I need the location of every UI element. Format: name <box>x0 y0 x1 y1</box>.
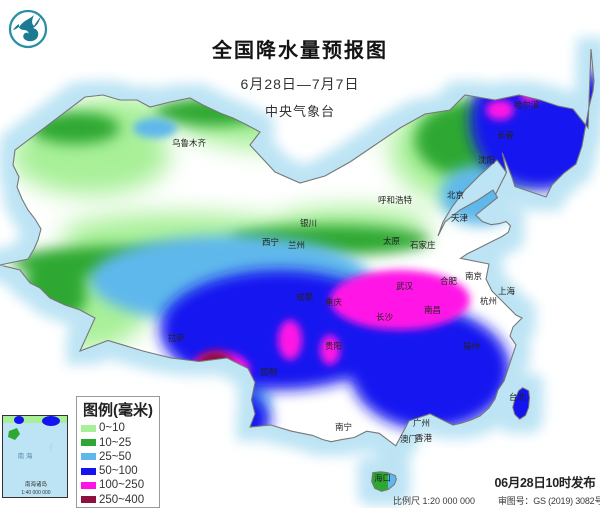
svg-text:广州: 广州 <box>413 418 430 428</box>
svg-text:武汉: 武汉 <box>396 281 414 291</box>
svg-text:澳门: 澳门 <box>400 434 417 444</box>
svg-text:上海: 上海 <box>498 286 516 296</box>
svg-text:成都: 成都 <box>296 292 314 302</box>
svg-text:西宁: 西宁 <box>262 237 279 247</box>
svg-text:昆明: 昆明 <box>260 367 277 377</box>
svg-text:南昌: 南昌 <box>424 305 441 315</box>
svg-text:重庆: 重庆 <box>325 297 343 307</box>
svg-text:福州: 福州 <box>463 341 480 351</box>
svg-text:沈阳: 沈阳 <box>478 155 495 165</box>
svg-text:乌鲁木齐: 乌鲁木齐 <box>172 138 207 148</box>
svg-text:银川: 银川 <box>300 218 317 228</box>
svg-text:呼和浩特: 呼和浩特 <box>378 195 413 205</box>
svg-text:北京: 北京 <box>447 190 464 200</box>
svg-text:贵阳: 贵阳 <box>325 341 342 351</box>
svg-text:兰州: 兰州 <box>288 240 305 250</box>
svg-text:杭州: 杭州 <box>480 296 497 306</box>
svg-text:海口: 海口 <box>374 473 391 483</box>
svg-text:南京: 南京 <box>465 271 482 281</box>
svg-text:南 海: 南 海 <box>18 451 33 460</box>
svg-text:合肥: 合肥 <box>440 276 458 286</box>
svg-text:长沙: 长沙 <box>376 312 394 322</box>
svg-text:台北: 台北 <box>509 392 527 402</box>
svg-text:南宁: 南宁 <box>335 422 352 432</box>
svg-text:1:40 000 000: 1:40 000 000 <box>21 490 50 496</box>
svg-text:长春: 长春 <box>497 130 515 140</box>
svg-text:太原: 太原 <box>383 236 400 246</box>
svg-text:南海诸岛: 南海诸岛 <box>25 480 48 488</box>
svg-text:天津: 天津 <box>451 213 469 223</box>
svg-text:拉萨: 拉萨 <box>168 333 186 343</box>
svg-text:石家庄: 石家庄 <box>410 240 436 250</box>
svg-text:香港: 香港 <box>415 433 433 443</box>
